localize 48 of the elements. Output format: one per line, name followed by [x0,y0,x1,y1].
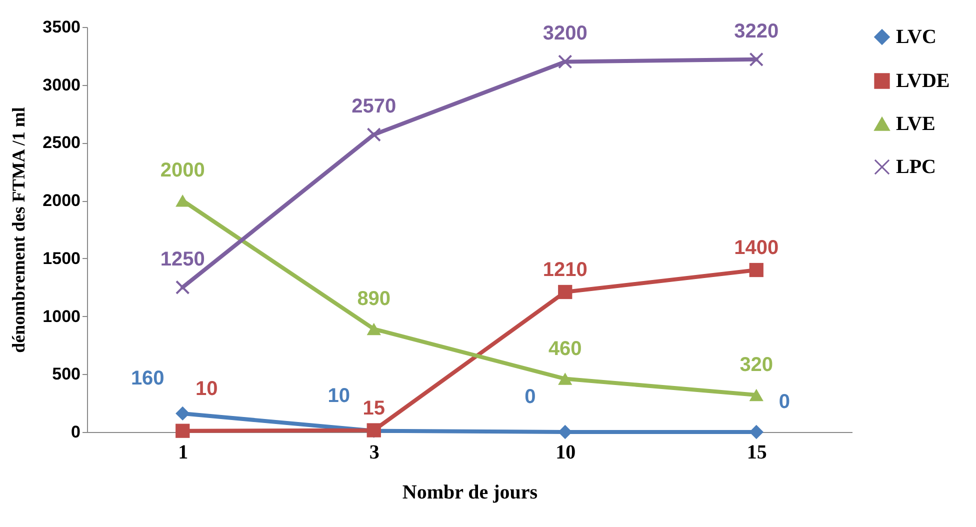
y-tick-label: 3000 [42,75,80,94]
data-label: 3200 [542,22,588,45]
data-label: 15 [362,397,385,420]
y-tick-label: 2000 [42,191,80,210]
data-label: 1250 [160,248,205,270]
data-label: 160 [130,367,164,390]
data-label: 0 [778,391,790,413]
point [176,194,190,207]
point [558,54,572,69]
data-label: 10 [196,378,218,400]
legend-label: LPC [896,156,936,178]
y-tick-label: 3500 [42,18,80,36]
point [558,284,572,300]
x-axis-title: Nombr de jours [402,482,538,504]
x-tick-label: 10 [556,442,576,464]
data-label: 890 [357,288,391,310]
x-tick-label: 3 [369,442,380,464]
point [366,322,381,336]
y-tick-label: 500 [52,364,80,384]
x-tick-label: 15 [746,442,767,464]
legend-label: LVDE [896,70,950,92]
y-tick-label: 2500 [42,133,80,152]
point [176,406,190,421]
point [749,388,764,402]
data-label: 2000 [160,160,205,182]
legend-label: LVC [896,26,936,48]
data-label: 0 [524,386,536,408]
data-label: 1400 [734,237,779,259]
point [176,280,190,294]
point [176,424,190,438]
y-axis-title: dénombrement des FTMA /1 ml [8,107,29,353]
y-tick-label: 1500 [42,248,80,268]
point [749,52,764,67]
point [749,262,764,278]
y-tick-label: 0 [71,422,80,442]
data-label: 3220 [734,20,779,42]
point [366,127,381,142]
data-label: 1210 [542,258,588,281]
data-label: 320 [740,354,774,376]
point [749,424,764,440]
x-tick-label: 1 [178,442,188,464]
legend-label: LVE [896,113,936,135]
data-label: 460 [548,338,582,360]
data-label: 10 [328,384,350,407]
y-tick-label: 1000 [42,306,80,326]
point [558,372,572,385]
point [558,424,572,440]
data-label: 2570 [352,96,396,118]
